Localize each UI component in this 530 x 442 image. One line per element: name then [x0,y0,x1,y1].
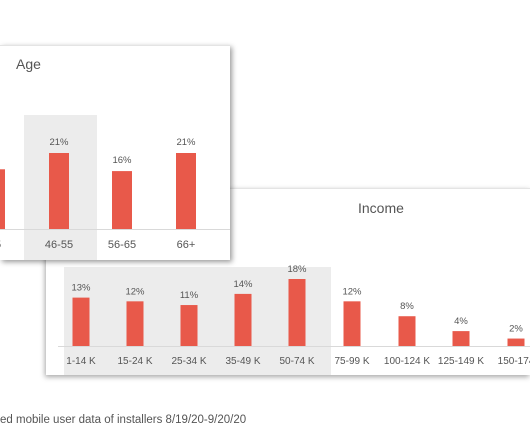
income-data-label: 12% [342,286,362,297]
age-data-label: 16% [112,155,132,166]
income-data-label: 18% [287,264,307,275]
income-data-label: 8% [400,301,414,312]
income-data-label: 2% [509,324,523,335]
income-chart-card: Income 13% 1-14 K 12% 15-24 K 11% 25-34 K 14% 3… [46,188,530,375]
income-data-label: 14% [233,279,253,290]
income-bar [126,301,144,346]
income-bar [234,293,252,346]
income-data-label: 12% [125,286,145,297]
income-bar [398,316,416,346]
age-bar [0,169,5,229]
age-data-label: 21% [49,137,69,148]
income-tick-label: 150-174 [498,356,530,367]
income-bar [343,301,361,346]
income-tick-label: 75-99 K [334,356,369,367]
income-data-label: 4% [454,316,468,327]
age-tick-label: 66+ [177,239,196,251]
income-data-label: 11% [180,290,199,301]
income-chart-title: Income [358,200,404,216]
age-bar [112,171,132,229]
income-bar [180,305,198,346]
income-tick-label: 35-49 K [225,356,260,367]
income-tick-label: 25-34 K [171,356,206,367]
income-bar [507,338,525,346]
income-bar [72,297,90,346]
source-footnote: ed mobile user data of installers 8/19/2… [0,414,247,426]
income-tick-label: 15-24 K [117,356,152,367]
income-tick-label: 50-74 K [279,356,314,367]
income-bar-chart: 13% 1-14 K 12% 15-24 K 11% 25-34 K 14% 35-49 K 1… [58,264,530,375]
income-tick-label: 1-14 K [66,356,96,367]
age-bar [49,153,69,229]
age-chart-title: Age [16,56,41,72]
age-tick-label: 45 [0,239,1,251]
age-tick-label: 46-55 [45,239,73,251]
income-bar [288,279,306,346]
age-data-label: 21% [176,137,196,148]
income-tick-label: 125-149 K [438,356,484,367]
income-tick-label: 100-124 K [384,356,430,367]
age-tick-label: 56-65 [108,239,136,251]
income-bar [452,331,470,346]
age-bar [176,153,196,229]
income-data-label: 13% [71,283,91,294]
